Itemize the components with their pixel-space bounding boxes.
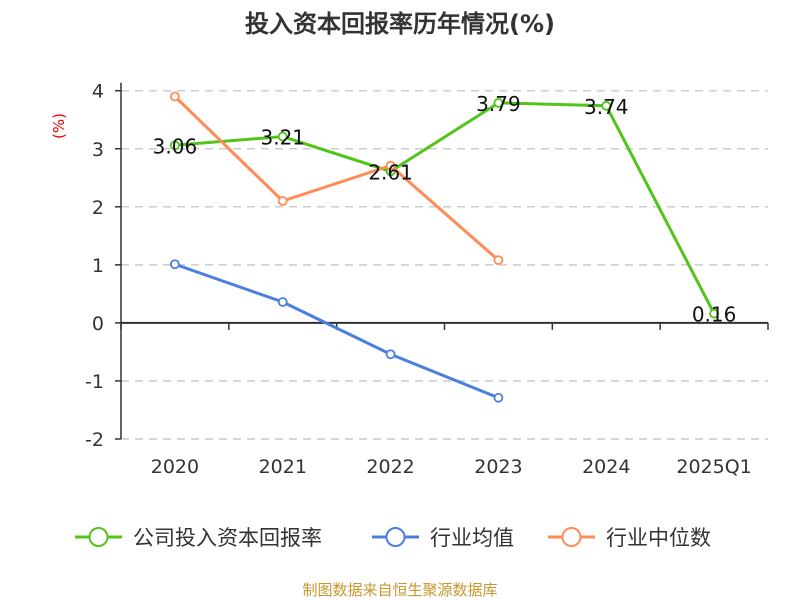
x-tick-label: 2023 (474, 456, 522, 478)
data-point (170, 91, 180, 102)
data-point (277, 131, 288, 142)
legend-circle-icon (88, 527, 109, 547)
y-tick-label: 0 (92, 313, 104, 335)
data-point (493, 255, 504, 266)
data-point (277, 297, 288, 307)
x-tick-label: 2022 (366, 456, 414, 478)
series-line-0 (174, 101, 716, 315)
data-label: 0.16 (692, 303, 737, 327)
y-tick-label: -1 (85, 371, 104, 393)
y-axis-unit: (%) (50, 113, 68, 139)
y-tick-label: 4 (92, 81, 104, 103)
y-tick-label: 2 (92, 197, 104, 219)
data-label: 3.74 (584, 95, 629, 119)
legend-label: 公司投入资本回报率 (133, 526, 322, 550)
y-tick-label: 3 (92, 139, 104, 161)
legend-circle-icon (561, 527, 582, 547)
data-point (170, 140, 180, 151)
data-point (385, 160, 396, 171)
data-point (277, 196, 288, 206)
y-tick-label: 1 (92, 255, 104, 277)
x-tick-label: 2025Q1 (676, 456, 751, 478)
data-label: 2.61 (368, 160, 413, 184)
y-tick-label: -2 (85, 429, 104, 451)
x-tick-label: 2021 (259, 456, 307, 478)
legend-item-1[interactable]: 行业均值 (372, 526, 514, 550)
legend-label: 行业均值 (430, 526, 514, 550)
footer-source: 制图数据来自恒生聚源数据库 (302, 581, 497, 599)
series-line-1 (174, 262, 499, 400)
data-label: 3.06 (153, 134, 198, 158)
data-label: 3.79 (476, 92, 521, 116)
legend-item-2[interactable]: 行业中位数 (548, 526, 711, 550)
data-point (170, 259, 180, 270)
data-point (709, 308, 719, 319)
legend-circle-icon (385, 527, 406, 547)
data-point (385, 349, 396, 360)
legend-label: 行业中位数 (606, 526, 711, 550)
chart-title: 投入资本回报率历年情况(%) (245, 10, 555, 38)
x-tick-label: 2020 (151, 456, 199, 478)
data-point (493, 392, 504, 403)
data-point (601, 100, 612, 111)
legend-item-0[interactable]: 公司投入资本回报率 (75, 526, 322, 550)
series-line-2 (173, 95, 500, 262)
data-label: 3.21 (260, 126, 305, 150)
x-tick-label: 2024 (582, 456, 630, 478)
data-point (493, 97, 504, 108)
